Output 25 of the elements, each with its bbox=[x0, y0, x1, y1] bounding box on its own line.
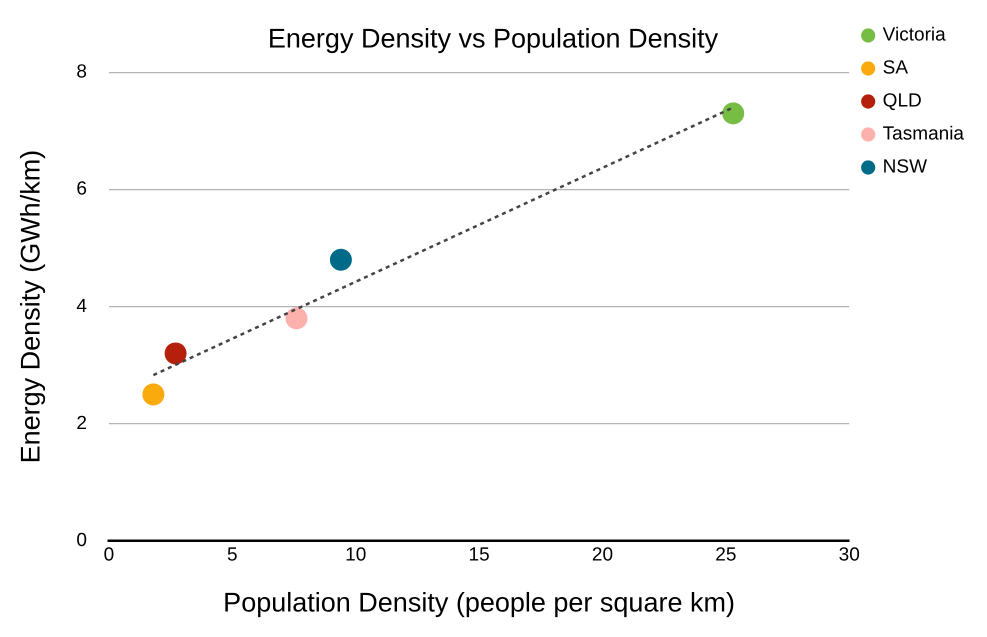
y-tick-label: 8 bbox=[76, 62, 87, 83]
legend-label: Victoria bbox=[882, 24, 946, 46]
point bbox=[722, 102, 744, 124]
legend-label: QLD bbox=[882, 90, 922, 112]
legend-label: NSW bbox=[882, 156, 928, 178]
y-axis-title: Energy Density (GWh/km) bbox=[16, 150, 46, 464]
point bbox=[330, 248, 352, 271]
y-tick-label: 6 bbox=[76, 178, 87, 200]
x-axis-title: Population Density (people per square km) bbox=[223, 587, 735, 618]
point bbox=[285, 307, 308, 330]
legend-label: Tasmania bbox=[882, 124, 964, 145]
x-tick-label: 0 bbox=[104, 544, 114, 566]
chart-title: Energy Density vs Population Density bbox=[268, 24, 719, 54]
x-tick-label: 5 bbox=[227, 544, 238, 566]
x-tick-label: 30 bbox=[838, 544, 860, 566]
y-tick-label: 2 bbox=[76, 412, 87, 434]
legend-label: SA bbox=[882, 58, 908, 79]
x-tick-label: 15 bbox=[468, 544, 490, 566]
x-tick-label: 25 bbox=[715, 544, 736, 566]
y-tick-label: 0 bbox=[76, 530, 87, 552]
point bbox=[142, 383, 164, 406]
x-tick-label: 10 bbox=[345, 544, 366, 566]
y-tick-label: 4 bbox=[76, 296, 88, 317]
x-tick-label: 20 bbox=[592, 544, 614, 566]
point bbox=[164, 342, 187, 364]
